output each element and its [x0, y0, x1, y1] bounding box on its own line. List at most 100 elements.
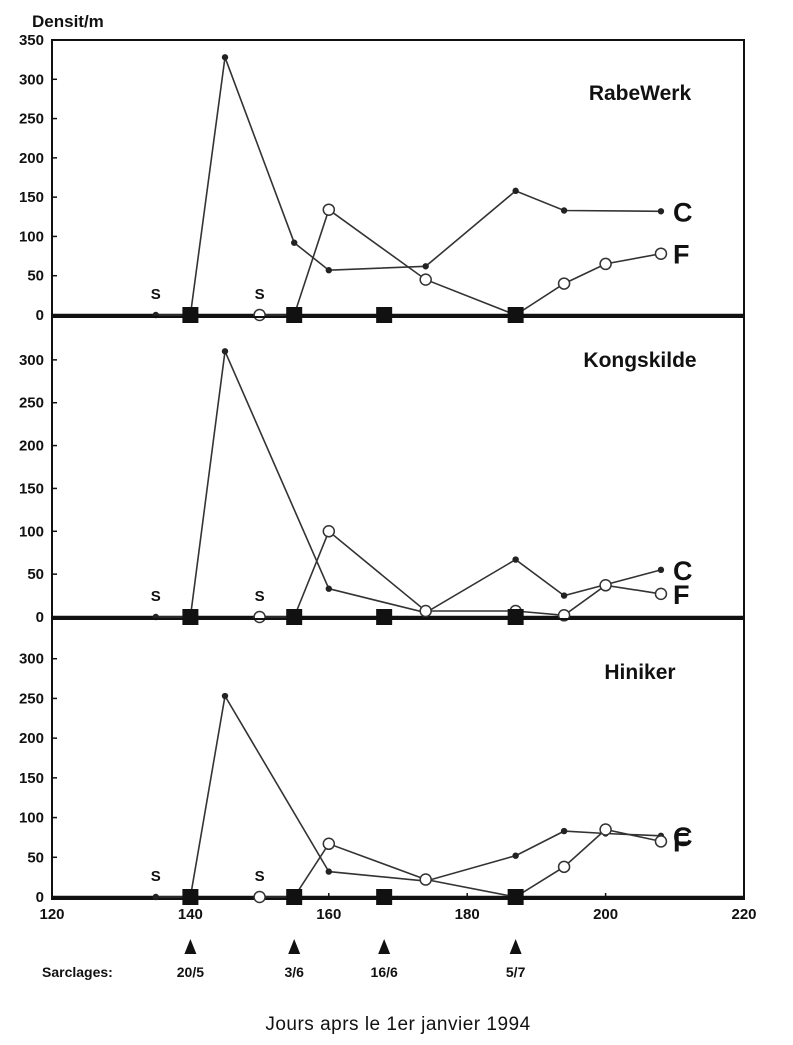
data-point-c [325, 868, 332, 875]
sarclage-arrow-icon [288, 939, 301, 954]
sarclage-date: 20/5 [177, 964, 204, 980]
series-label-f: F [673, 827, 690, 857]
y-tick-label: 350 [19, 32, 44, 49]
data-point-c [560, 592, 568, 599]
data-point-c [152, 893, 159, 901]
data-point-c [221, 348, 229, 355]
sarclage-square [182, 307, 199, 323]
data-point-f [654, 247, 668, 260]
sarclage-square [286, 609, 303, 625]
data-point-f [322, 837, 336, 851]
data-point-f [654, 835, 668, 848]
sarclages-label: Sarclages: [42, 964, 113, 980]
sarclage-square [376, 609, 393, 625]
x-tick-label: 200 [593, 906, 618, 923]
s-marker-label: S [255, 286, 265, 303]
s-marker-label: S [151, 868, 161, 885]
data-point-c [657, 208, 665, 215]
y-tick-label: 200 [19, 150, 44, 167]
y-tick-label: 50 [27, 268, 44, 285]
y-tick-label: 100 [19, 810, 44, 827]
data-point-c [512, 187, 519, 195]
data-point-f [557, 860, 571, 874]
sarclage-square [286, 307, 303, 323]
y-tick-label: 250 [19, 395, 44, 412]
data-point-c [221, 54, 229, 61]
sarclage-square [507, 889, 524, 905]
x-tick-label: 180 [455, 906, 480, 923]
y-tick-label: 300 [19, 651, 44, 668]
y-tick-label: 300 [19, 71, 44, 88]
panel-title: RabeWerk [589, 82, 692, 105]
series-label-c: C [673, 197, 693, 227]
data-point-f [322, 203, 336, 216]
y-tick-label: 100 [19, 228, 44, 245]
y-tick-label: 150 [19, 770, 44, 787]
y-tick-label: 300 [19, 352, 44, 369]
series-label-c: C [673, 556, 693, 586]
sarclage-date: 16/6 [371, 964, 398, 980]
data-point-c [512, 852, 519, 859]
s-marker-label: S [255, 588, 265, 605]
s-marker-label: S [255, 868, 265, 885]
sarclage-square [376, 889, 393, 905]
y-tick-label: 200 [19, 730, 44, 747]
series-label-f: F [673, 240, 690, 270]
panel-frame [51, 618, 745, 900]
sarclage-arrow-icon [184, 939, 197, 954]
data-point-c [291, 239, 298, 246]
panel-kongskilde: 0 50 100 150 200 250 300 Kongskilde CF S S [19, 316, 745, 626]
y-tick-label: 0 [36, 609, 44, 626]
series-line-f [259, 529, 662, 618]
data-point-c [560, 207, 568, 214]
panel-title: Kongskilde [583, 349, 696, 372]
panel-rabewerk: 0 50 100 150 200 250 300 350 RabeWerk CF S S [19, 32, 745, 324]
data-point-f [599, 579, 612, 592]
sarclage-square [507, 609, 524, 625]
series-label-c: C [673, 822, 693, 852]
sarclages-row: Sarclages: 20/5 3/6 16/6 5/7 [42, 939, 526, 980]
data-point-f [599, 823, 612, 836]
data-point-c [221, 692, 229, 700]
x-tick-label: 140 [178, 906, 203, 923]
data-point-c [325, 267, 332, 274]
series-line-c [155, 348, 662, 618]
x-tick-label: 120 [39, 906, 64, 923]
s-marker-label: S [151, 588, 161, 605]
panel-hiniker: 0 50 100 150 200 250 300 Hiniker CF S S [19, 618, 745, 906]
sarclage-square [182, 609, 199, 625]
data-point-c [512, 556, 519, 563]
data-point-c [560, 827, 568, 835]
data-point-f [253, 890, 266, 904]
panel-title: Hiniker [604, 661, 675, 684]
series-line-c [155, 693, 662, 898]
y-tick-label: 150 [19, 189, 44, 206]
x-axis: 120 140 160 180 200 220 [39, 893, 757, 923]
sarclage-date: 3/6 [284, 964, 304, 980]
sarclage-square [507, 307, 524, 323]
x-axis-label: Jours aprs le 1er janvier 1994 [265, 1014, 530, 1035]
series-line-f [259, 828, 662, 898]
data-point-f [419, 873, 432, 886]
data-point-f [419, 273, 432, 286]
data-point-f [253, 610, 266, 624]
y-tick-label: 250 [19, 690, 44, 707]
data-point-c [422, 263, 429, 270]
data-point-c [657, 566, 665, 574]
y-tick-label: 150 [19, 480, 44, 497]
data-point-f [322, 525, 336, 538]
data-point-f [557, 277, 571, 290]
data-point-f [599, 257, 612, 271]
y-tick-label: 50 [27, 849, 44, 866]
y-tick-label: 100 [19, 523, 44, 540]
y-tick-label: 0 [36, 307, 44, 324]
sarclage-arrow-icon [378, 939, 391, 954]
sarclage-square [376, 307, 393, 323]
y-tick-label: 0 [36, 889, 44, 906]
y-tick-label: 200 [19, 438, 44, 455]
sarclage-arrow-icon [509, 939, 522, 954]
sarclage-square [286, 889, 303, 905]
data-point-f [419, 604, 432, 618]
